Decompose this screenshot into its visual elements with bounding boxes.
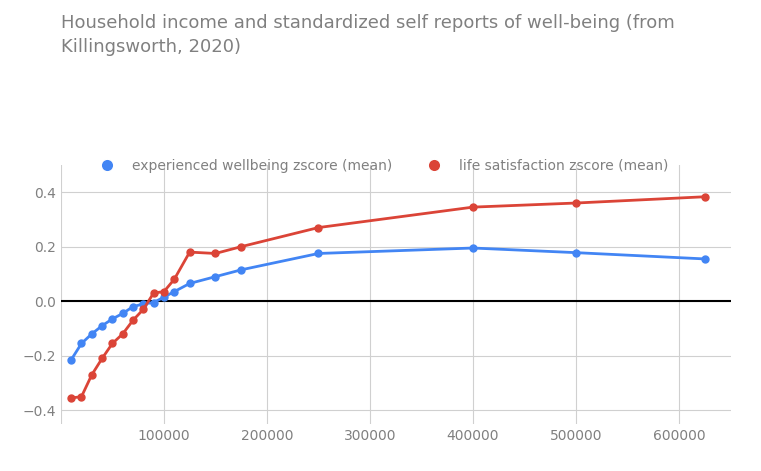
experienced wellbeing zscore (mean) (211, 274, 220, 279)
Legend: experienced wellbeing zscore (mean), life satisfaction zscore (mean): experienced wellbeing zscore (mean), lif… (88, 153, 673, 178)
life satisfaction zscore (mean) (88, 372, 97, 378)
life satisfaction zscore (mean) (314, 225, 323, 230)
life satisfaction zscore (mean) (700, 194, 709, 200)
experienced wellbeing zscore (mean) (118, 311, 127, 317)
life satisfaction zscore (mean) (185, 249, 194, 255)
experienced wellbeing zscore (mean) (159, 294, 168, 300)
experienced wellbeing zscore (mean) (149, 300, 158, 305)
experienced wellbeing zscore (mean) (469, 245, 478, 251)
experienced wellbeing zscore (mean) (88, 331, 97, 337)
life satisfaction zscore (mean) (237, 244, 246, 250)
Line: life satisfaction zscore (mean): life satisfaction zscore (mean) (68, 193, 708, 401)
life satisfaction zscore (mean) (572, 200, 581, 206)
life satisfaction zscore (mean) (67, 395, 76, 401)
experienced wellbeing zscore (mean) (67, 357, 76, 363)
experienced wellbeing zscore (mean) (97, 323, 107, 329)
life satisfaction zscore (mean) (77, 394, 86, 399)
life satisfaction zscore (mean) (469, 204, 478, 210)
life satisfaction zscore (mean) (108, 341, 117, 346)
life satisfaction zscore (mean) (159, 289, 168, 294)
Line: experienced wellbeing zscore (mean): experienced wellbeing zscore (mean) (68, 244, 708, 363)
experienced wellbeing zscore (mean) (700, 256, 709, 262)
experienced wellbeing zscore (mean) (129, 304, 138, 309)
experienced wellbeing zscore (mean) (185, 281, 194, 286)
experienced wellbeing zscore (mean) (77, 341, 86, 346)
experienced wellbeing zscore (mean) (314, 251, 323, 256)
life satisfaction zscore (mean) (97, 356, 107, 361)
experienced wellbeing zscore (mean) (237, 267, 246, 273)
life satisfaction zscore (mean) (118, 331, 127, 337)
experienced wellbeing zscore (mean) (170, 289, 179, 294)
life satisfaction zscore (mean) (139, 307, 148, 312)
life satisfaction zscore (mean) (170, 276, 179, 282)
life satisfaction zscore (mean) (211, 251, 220, 256)
life satisfaction zscore (mean) (129, 317, 138, 323)
experienced wellbeing zscore (mean) (108, 316, 117, 322)
experienced wellbeing zscore (mean) (572, 250, 581, 255)
experienced wellbeing zscore (mean) (139, 301, 148, 307)
life satisfaction zscore (mean) (149, 290, 158, 296)
Text: Household income and standardized self reports of well-being (from
Killingsworth: Household income and standardized self r… (61, 14, 675, 56)
